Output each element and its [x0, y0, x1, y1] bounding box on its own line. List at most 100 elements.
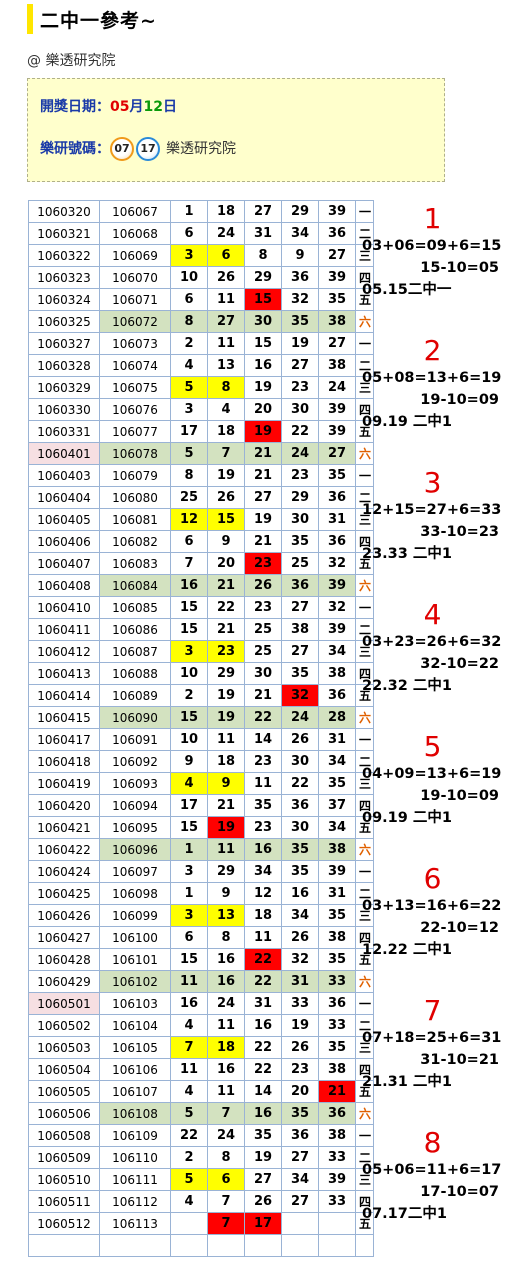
ball-number-cell: 21: [207, 794, 245, 817]
note-number: 7: [423, 994, 442, 1027]
issue-number-cell: 106085: [99, 596, 171, 619]
ball-number-cell: 18: [207, 420, 245, 443]
ball-number-cell: 32: [281, 288, 319, 311]
ball-number-cell: 35: [318, 948, 356, 971]
ball-number-cell: 21: [318, 1080, 356, 1103]
note-equation: 05+08=13+6=19: [362, 370, 502, 386]
ball-number-cell: 3: [170, 398, 208, 421]
ball-number-cell: 9: [207, 530, 245, 553]
ball-number-cell: 27: [318, 332, 356, 355]
table-row: 1060501 106103 16 24 31 33 36 一: [28, 992, 374, 1015]
draw-date-cell: 1060505: [28, 1080, 100, 1103]
issue-number-cell: 106096: [99, 838, 171, 861]
issue-number-cell: 106086: [99, 618, 171, 641]
ball-number-cell: 34: [281, 222, 319, 245]
weekday-cell: 一: [355, 596, 374, 619]
ball-number-cell: 7: [207, 1102, 245, 1125]
note-number: 3: [423, 466, 442, 499]
draw-date-cell: [28, 1234, 100, 1257]
ball-number-cell: 27: [207, 310, 245, 333]
ball-number-cell: 4: [170, 354, 208, 377]
ball-number-cell: [281, 1212, 319, 1235]
issue-number-cell: 106094: [99, 794, 171, 817]
ball-number-cell: 29: [244, 266, 282, 289]
note-equation: 03+13=16+6=22: [362, 898, 502, 914]
weekday-cell: 二: [355, 750, 374, 773]
issue-number-cell: 106105: [99, 1036, 171, 1059]
ball-number-cell: 38: [281, 618, 319, 641]
draw-date-cell: 1060428: [28, 948, 100, 971]
ball-number-cell: 21: [207, 618, 245, 641]
issue-number-cell: 106108: [99, 1102, 171, 1125]
ball-number-cell: 6: [170, 530, 208, 553]
table-row: [28, 1234, 374, 1257]
table-row: 1060408 106084 16 21 26 36 39 六: [28, 574, 374, 597]
ball-number-cell: 33: [318, 1146, 356, 1169]
ball-number-cell: 4: [170, 772, 208, 795]
weekday-cell: 三: [355, 508, 374, 531]
ball-number-cell: 32: [318, 552, 356, 575]
note-subtraction: 15-10=05: [420, 260, 499, 276]
ball-number-cell: 19: [207, 464, 245, 487]
ball-number-cell: 26: [244, 1190, 282, 1213]
ball-number-cell: 33: [318, 970, 356, 993]
table-row: 1060429 106102 11 16 22 31 33 六: [28, 970, 374, 993]
ball-number-cell: 33: [318, 1190, 356, 1213]
ball-number-cell: 36: [318, 1102, 356, 1125]
table-row: 1060424 106097 3 29 34 35 39 一: [28, 860, 374, 883]
ball-number-cell: 10: [170, 662, 208, 685]
draw-date-cell: 1060327: [28, 332, 100, 355]
table-row: 1060422 106096 1 11 16 35 38 六: [28, 838, 374, 861]
analysis-note: 2 05+08=13+6=19 19-10=09 09.19 二中1: [362, 335, 507, 433]
ball-number-cell: 6: [170, 288, 208, 311]
ball-number-cell: 31: [244, 992, 282, 1015]
ball-number-cell: 22: [244, 970, 282, 993]
ball-number-cell: 8: [207, 926, 245, 949]
ball-number-cell: 31: [318, 508, 356, 531]
ball-number-cell: 23: [207, 640, 245, 663]
ball-number-cell: 21: [244, 530, 282, 553]
analysis-note: 3 12+15=27+6=33 33-10=23 23.33 二中1: [362, 467, 507, 565]
ball-number-cell: 21: [207, 574, 245, 597]
ball-number-cell: 27: [244, 200, 282, 223]
ball-number-cell: 22: [244, 706, 282, 729]
draw-numbers-label: 樂研號碼：: [40, 141, 110, 157]
draw-date-cell: 1060420: [28, 794, 100, 817]
ball-number-cell: 21: [244, 442, 282, 465]
draw-date-cell: 1060427: [28, 926, 100, 949]
ball-number-cell: 11: [207, 1014, 245, 1037]
ball-number-cell: 26: [281, 1036, 319, 1059]
byline: @ 樂透研究院: [27, 53, 116, 69]
ball-number-cell: 38: [318, 662, 356, 685]
issue-number-cell: 106102: [99, 970, 171, 993]
draw-date-cell: 1060413: [28, 662, 100, 685]
table-row: 1060328 106074 4 13 16 27 38 二: [28, 354, 374, 377]
note-equation: 03+06=09+6=15: [362, 238, 502, 254]
ball-number-cell: 23: [281, 376, 319, 399]
issue-number-cell: 106111: [99, 1168, 171, 1191]
issue-number-cell: 106091: [99, 728, 171, 751]
weekday-cell: 五: [355, 420, 374, 443]
table-row: 1060414 106089 2 19 21 32 36 五: [28, 684, 374, 707]
ball-number-cell: 17: [170, 420, 208, 443]
ball-number-cell: 36: [318, 684, 356, 707]
issue-number-cell: 106081: [99, 508, 171, 531]
table-row: 1060404 106080 25 26 27 29 36 二: [28, 486, 374, 509]
table-row: 1060324 106071 6 11 15 32 35 五: [28, 288, 374, 311]
ball-number-cell: 14: [244, 728, 282, 751]
ball-number-cell: 1: [170, 200, 208, 223]
weekday-cell: 四: [355, 530, 374, 553]
ball-number-cell: 4: [170, 1190, 208, 1213]
note-number: 8: [423, 1126, 442, 1159]
ball-number-cell: 25: [244, 618, 282, 641]
issue-number-cell: 106076: [99, 398, 171, 421]
ball-number-cell: 15: [207, 508, 245, 531]
ball-number-cell: 36: [318, 992, 356, 1015]
ball-number-cell: 9: [281, 244, 319, 267]
note-equation: 03+23=26+6=32: [362, 634, 502, 650]
ball-number-cell: 35: [244, 794, 282, 817]
ball-number-cell: [170, 1212, 208, 1235]
ball-number-cell: 18: [207, 1036, 245, 1059]
table-row: 1060320 106067 1 18 27 29 39 一: [28, 200, 374, 223]
weekday-cell: 三: [355, 1168, 374, 1191]
